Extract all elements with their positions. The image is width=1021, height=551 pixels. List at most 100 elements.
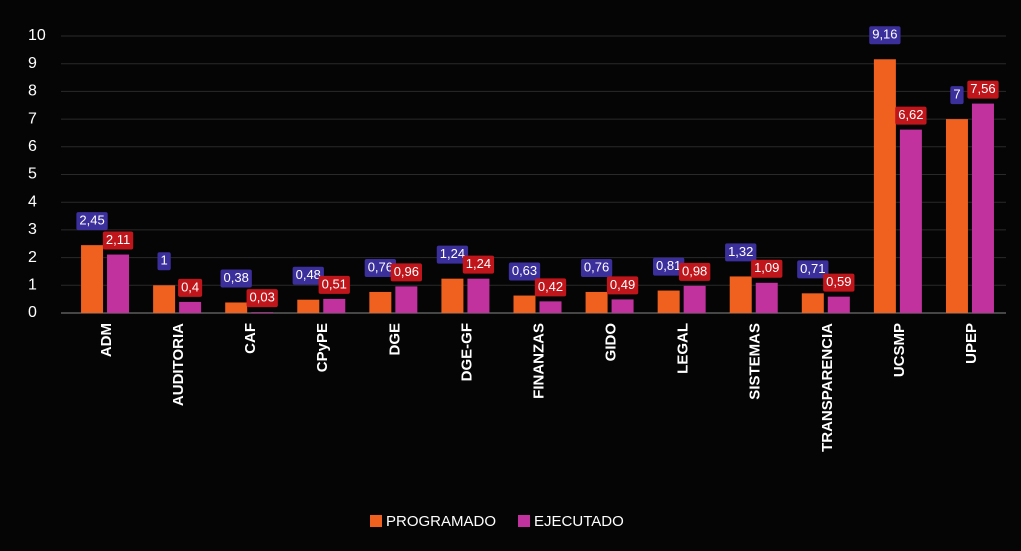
bar (251, 312, 274, 313)
bar (395, 286, 418, 313)
data-label-box (462, 255, 495, 274)
data-label-box (390, 263, 423, 282)
data-label-box (823, 273, 855, 292)
data-label-box (436, 245, 469, 264)
data-label-box (652, 257, 685, 276)
x-tick-label: SISTEMAS (747, 323, 764, 400)
bar (297, 299, 320, 313)
data-label: 0,98 (682, 263, 707, 278)
bar (81, 245, 104, 313)
data-label-box (678, 262, 711, 281)
x-tick-label: DGE-GF (458, 323, 475, 381)
x-tick-label: UPEP (963, 323, 980, 364)
data-label: 1,32 (728, 244, 753, 259)
data-label: 0,81 (656, 258, 681, 273)
legend-label: EJECUTADO (534, 513, 624, 530)
y-tick-label: 7 (28, 110, 37, 127)
x-tick-label: TRANSPARENCIA (819, 323, 836, 452)
bar (441, 278, 464, 313)
data-label-box (318, 275, 350, 294)
bar (611, 299, 634, 313)
y-tick-label: 10 (28, 27, 46, 44)
data-label-box (76, 212, 108, 231)
data-label: 0,96 (394, 264, 419, 279)
y-tick-label: 8 (28, 83, 37, 100)
data-label-box (950, 86, 964, 105)
data-label: 1,24 (466, 256, 491, 271)
y-tick-label: 3 (28, 221, 37, 238)
data-label: 7 (953, 87, 960, 102)
data-label: 1 (160, 253, 167, 268)
data-label-box (178, 278, 203, 297)
data-label-box (869, 26, 901, 45)
bar (971, 103, 994, 313)
data-label: 0,71 (800, 261, 825, 276)
data-label-box (606, 276, 639, 295)
data-label-box (508, 262, 541, 281)
data-label: 0,4 (181, 279, 199, 294)
data-label: 7,56 (970, 81, 995, 96)
data-label: 0,42 (538, 279, 563, 294)
data-label: 0,76 (368, 259, 393, 274)
data-label: 1,09 (754, 260, 779, 275)
legend-swatch (370, 515, 382, 527)
data-label: 0,38 (224, 270, 249, 285)
bar (873, 59, 896, 313)
data-label-box (797, 260, 829, 279)
data-label: 0,49 (610, 277, 635, 292)
data-label-box (292, 266, 324, 285)
x-tick-label: CAF (242, 323, 259, 354)
bar (467, 278, 490, 313)
data-label: 0,76 (584, 259, 609, 274)
data-label-box (895, 106, 927, 125)
data-label: 2,45 (79, 213, 104, 228)
data-label-box (751, 259, 783, 278)
bar (755, 282, 778, 313)
bar (899, 129, 922, 313)
bar (683, 285, 706, 313)
y-tick-label: 5 (28, 166, 37, 183)
data-label-box (580, 258, 613, 277)
bar (179, 301, 202, 313)
bar (369, 291, 392, 313)
x-tick-label: LEGAL (675, 323, 692, 374)
x-tick-label: CPyPE (314, 323, 331, 372)
data-label-box (220, 269, 252, 288)
data-label: 6,62 (898, 107, 923, 122)
bar (153, 285, 176, 313)
data-label: 9,16 (872, 27, 897, 42)
bar (539, 301, 562, 313)
data-label: 2,11 (106, 232, 130, 247)
data-label: 0,59 (826, 274, 851, 289)
x-tick-label: DGE (386, 323, 403, 356)
bar (801, 293, 824, 313)
x-tick-label: GIDO (603, 323, 620, 362)
y-tick-label: 1 (28, 277, 37, 294)
y-tick-label: 2 (28, 249, 37, 266)
bar (513, 295, 536, 313)
y-tick-label: 0 (28, 304, 37, 321)
data-label: 1,24 (440, 246, 465, 261)
x-tick-label: FINANZAS (530, 323, 547, 399)
x-tick-label: ADM (98, 323, 115, 357)
x-tick-label: AUDITORIA (170, 323, 187, 406)
bar (585, 291, 608, 313)
bar (827, 296, 850, 313)
data-label-box (246, 289, 278, 308)
y-tick-label: 9 (28, 55, 37, 72)
data-label-box (102, 231, 134, 250)
bar (323, 298, 346, 313)
bar (945, 119, 968, 313)
bar (657, 290, 680, 313)
y-tick-label: 6 (28, 138, 37, 155)
y-tick-label: 4 (28, 193, 37, 210)
legend-swatch (518, 515, 531, 527)
data-label-box (725, 243, 757, 262)
data-label: 0,03 (250, 290, 275, 305)
data-label-box (534, 278, 567, 297)
bar (729, 276, 752, 313)
data-label: 0,63 (512, 263, 537, 278)
data-label: 0,48 (296, 267, 321, 282)
data-label: 0,51 (322, 276, 347, 291)
